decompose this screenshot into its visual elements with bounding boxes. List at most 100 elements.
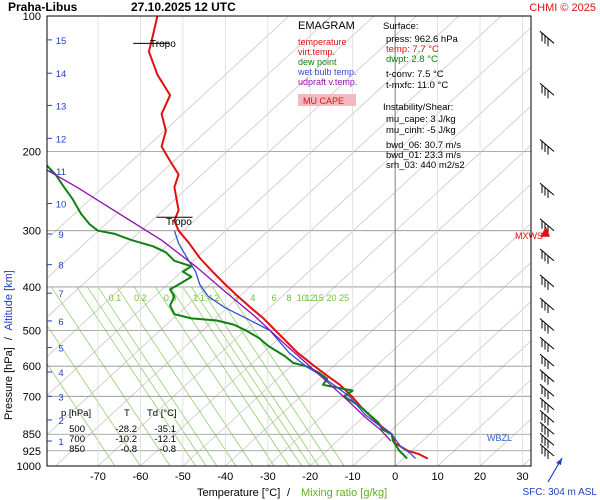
pressure-tick-label: 500 (23, 326, 41, 338)
altitude-tick-label: 9 (58, 230, 63, 241)
mixing-ratio-line (212, 286, 332, 466)
mixing-ratio-line (182, 286, 303, 466)
y-axis-title: Pressure [hPa] / Altitude [km] (3, 270, 15, 420)
mixing-ratio-line (199, 286, 320, 466)
temperature-tick-label: -10 (345, 471, 361, 483)
dry-adiabat (182, 144, 531, 466)
mixing-ratio-line (116, 286, 237, 466)
wind-barb (539, 30, 555, 47)
sounding-datetime: 27.10.2025 12 UTC (131, 0, 236, 14)
wind-barb (539, 297, 555, 313)
wind-barb (539, 82, 555, 99)
altitude-tick-label: 11 (56, 167, 66, 178)
bwd-06-value: bwd_06: 30.7 m/s (386, 140, 461, 151)
dry-adiabat (352, 301, 531, 466)
dry-adiabat (47, 16, 502, 436)
x-axis-temperature-label: Temperature [°C] (197, 487, 280, 499)
mixing-ratio-line (47, 362, 116, 466)
dry-adiabat (140, 105, 531, 466)
tropopause-lower-label: Tropo (166, 217, 192, 228)
surface-temp: temp: 7.7 °C (386, 44, 439, 55)
wind-barb (539, 248, 555, 264)
mu-cape-swatch (298, 94, 356, 106)
pressure-tick-label: 200 (23, 146, 41, 158)
table-header-t: T (124, 408, 130, 419)
table-cell: -10.2 (115, 434, 137, 445)
wind-barb (539, 443, 555, 459)
pressure-tick-label: 600 (23, 361, 41, 373)
wind-barb (539, 369, 555, 385)
table-cell: 700 (69, 434, 85, 445)
surface-dwpt: dwpt: 2.8 °C (386, 54, 438, 65)
table-cell: -0.8 (160, 444, 176, 455)
bwd-01-value: bwd_01: 23.3 m/s (386, 150, 461, 161)
wind-barb (539, 421, 555, 438)
mixing-ratio-line (133, 286, 254, 466)
legend-updraft: udpraft v.temp. (298, 77, 357, 87)
altitude-tick-label: 13 (56, 101, 67, 112)
dry-adiabat (47, 16, 290, 240)
mixing-ratio-line (97, 286, 218, 466)
pressure-tick-label: 1000 (17, 461, 41, 473)
dry-adiabat (47, 16, 417, 357)
legend-virt-temp: virt.temp. (298, 47, 335, 57)
mu-cinh-value: mu_cinh: -5 J/kg (386, 125, 456, 136)
pressure-tick-label: 300 (23, 226, 41, 238)
wind-barb (539, 318, 555, 334)
series-udpraft-v-temp (47, 169, 392, 442)
shear-heading: Instability/Shear: (383, 102, 453, 113)
surface-heading: Surface: (383, 21, 418, 32)
dry-adiabat (97, 66, 531, 466)
dry-adiabat (309, 261, 531, 466)
table-cell: 850 (69, 444, 85, 455)
mixing-ratio-line (191, 286, 311, 466)
wind-barb (539, 353, 555, 370)
t-mxfc: t-mxfc: 11.0 °C (386, 80, 448, 91)
dry-adiabat (522, 457, 531, 466)
dry-adiabat (47, 16, 375, 318)
dry-adiabat (394, 340, 531, 466)
mixing-ratio-label: 0.1 (109, 293, 122, 303)
t-conv: t-conv: 7.5 °C (386, 69, 444, 80)
table-cell: -0.8 (121, 444, 137, 455)
x-axis-mixing-label: Mixing ratio [g/kg] (301, 487, 387, 499)
y-axis-altitude-label: Altitude [km] (3, 270, 15, 331)
dry-adiabat (267, 222, 531, 466)
mixing-ratio-line (76, 286, 196, 466)
temperature-tick-label: -30 (260, 471, 276, 483)
temperature-tick-label: -70 (90, 471, 106, 483)
surface-wind-arrowhead (556, 458, 562, 465)
pressure-tick-label: 100 (23, 11, 41, 23)
dry-adiabat (47, 16, 460, 397)
temperature-tick-label: -20 (302, 471, 318, 483)
mixing-ratio-line (50, 286, 171, 466)
station-name: Praha-Libus (8, 0, 78, 14)
mixing-ratio-label: 1 (193, 293, 198, 303)
altitude-tick-label: 4 (58, 368, 63, 379)
tropopause-upper-label: Tropo (150, 39, 176, 50)
altitude-tick-label: 5 (58, 343, 63, 354)
sfc-label: SFC: 304 m ASL (523, 487, 598, 498)
x-axis-separator: / (287, 487, 291, 499)
credit-label: CHMI © 2025 (529, 2, 596, 14)
pressure-tick-label: 925 (23, 446, 41, 458)
wind-barb (539, 433, 555, 449)
altitude-tick-label: 7 (58, 289, 63, 300)
table-cell: 500 (69, 424, 85, 435)
dry-adiabat (55, 27, 531, 466)
dry-adiabat (225, 183, 531, 466)
mixing-ratio-line (169, 286, 290, 466)
mxws-barb (540, 226, 550, 237)
temperature-tick-label: 20 (474, 471, 486, 483)
table-cell: -35.1 (154, 424, 176, 435)
srh-03-value: srh_03: 440 m2/s2 (386, 160, 465, 171)
mixing-ratio-label: 1.4 (200, 293, 213, 303)
plot-frame (46, 15, 532, 467)
mixing-ratio-label: 0.5 (164, 293, 177, 303)
wind-barb (539, 397, 555, 413)
altitude-tick-label: 3 (58, 392, 63, 403)
mixing-ratio-line (47, 324, 141, 466)
altitude-tick-label: 1 (58, 437, 63, 448)
pressure-tick-label: 400 (23, 282, 41, 294)
